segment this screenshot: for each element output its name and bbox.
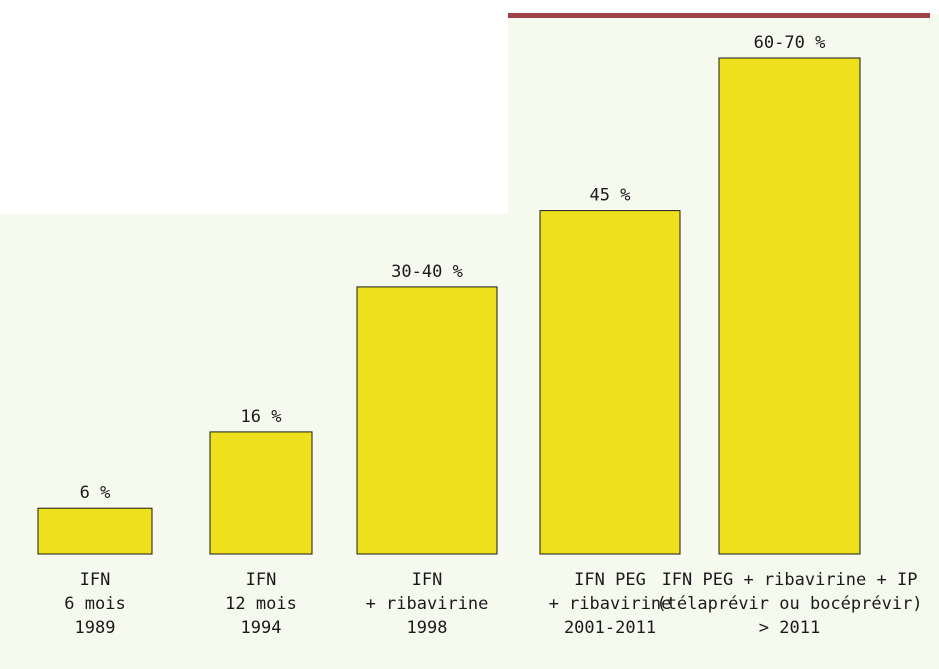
bar-3: [356, 286, 498, 555]
bar-4: [539, 210, 681, 555]
category-label-2-line-1: IFN: [246, 570, 277, 590]
value-label-3: 30-40 %: [391, 262, 463, 282]
value-label-4: 45 %: [590, 186, 631, 206]
value-label-2: 16 %: [241, 407, 282, 427]
category-label-3-line-1: IFN: [412, 570, 443, 590]
category-label-5-line-2: (télaprévir ou bocéprévir): [656, 594, 922, 614]
bar-1: [37, 507, 153, 555]
category-label-3-line-2: + ribavirine: [366, 594, 489, 614]
category-label-1-line-2: 6 mois: [64, 594, 125, 614]
category-label-2-line-3: 1994: [241, 618, 282, 638]
value-label-1: 6 %: [80, 483, 111, 503]
category-label-4-line-3: 2001-2011: [564, 618, 656, 638]
category-label-4-line-1: IFN PEG: [574, 570, 646, 590]
category-label-4-line-2: + ribavirine: [549, 594, 672, 614]
bar-2: [209, 431, 313, 555]
category-label-1-line-1: IFN: [80, 570, 111, 590]
category-label-5-line-1: IFN PEG + ribavirine + IP: [662, 570, 918, 590]
category-label-1-line-3: 1989: [75, 618, 116, 638]
category-label-5-line-3: > 2011: [759, 618, 820, 638]
category-label-2-line-2: 12 mois: [225, 594, 297, 614]
top-rule: [508, 13, 930, 18]
bar-5: [718, 57, 861, 555]
value-label-5: 60-70 %: [754, 33, 826, 53]
category-label-3-line-3: 1998: [407, 618, 448, 638]
